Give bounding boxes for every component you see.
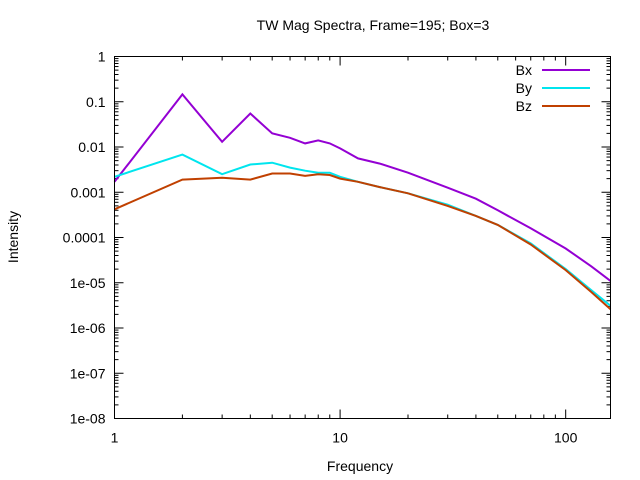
x-axis-label: Frequency [327,458,393,474]
x-tick-label: 100 [554,430,578,446]
legend-label-by: By [516,80,532,96]
y-tick-label: 1e-08 [70,411,106,427]
legend-label-bx: Bx [516,62,532,78]
series-line-bx [113,92,612,282]
legend-label-bz: Bz [516,98,532,114]
y-tick-label: 0.001 [70,184,105,200]
x-tick-label: 1 [111,430,119,446]
chart-title: TW Mag Spectra, Frame=195; Box=3 [257,17,490,33]
y-tick-label: 1 [98,49,106,65]
y-tick-label: 1e-06 [70,320,106,336]
y-tick-label: 1e-05 [70,275,106,291]
y-tick-label: 0.0001 [63,230,106,246]
series-line-bz [114,172,612,310]
y-tick-label: 0.01 [78,139,105,155]
y-axis-label: Intensity [5,211,21,263]
plot-frame [114,56,611,419]
y-tick-label: 0.1 [86,94,106,110]
y-tick-label: 1e-07 [70,365,106,381]
x-tick-label: 10 [332,430,348,446]
series-line-by [114,153,612,307]
